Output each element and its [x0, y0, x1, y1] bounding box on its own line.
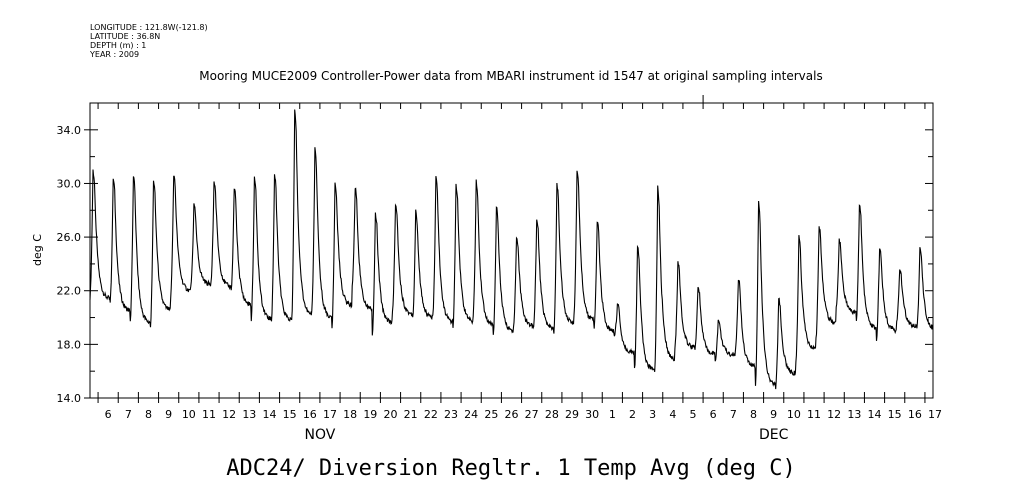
- x-tick-label: 16: [303, 408, 317, 421]
- x-tick-label: 14: [262, 408, 276, 421]
- depth-label: DEPTH (m) : 1: [90, 41, 146, 50]
- x-tick-label: 9: [165, 408, 172, 421]
- x-tick-label: 8: [750, 408, 757, 421]
- x-tick-label: 12: [827, 408, 841, 421]
- x-tick-label: 4: [669, 408, 676, 421]
- x-tick-label: 6: [710, 408, 717, 421]
- x-tick-label: 20: [383, 408, 397, 421]
- x-tick-label: 18: [343, 408, 357, 421]
- chart-title: Mooring MUCE2009 Controller-Power data f…: [199, 69, 822, 83]
- x-tick-label: 9: [770, 408, 777, 421]
- y-tick-label: 18.0: [57, 338, 82, 351]
- y-tick-label: 14.0: [57, 392, 82, 405]
- x-tick-label: 7: [730, 408, 737, 421]
- x-tick-label: 26: [505, 408, 519, 421]
- x-tick-label: 7: [125, 408, 132, 421]
- x-tick-label: 16: [908, 408, 922, 421]
- x-tick-label: 5: [690, 408, 697, 421]
- x-tick-label: 15: [888, 408, 902, 421]
- year-label: YEAR : 2009: [89, 50, 139, 59]
- x-tick-label: 1: [609, 408, 616, 421]
- x-tick-label: 12: [222, 408, 236, 421]
- month-label: NOV: [304, 427, 335, 443]
- x-tick-label: 17: [928, 408, 942, 421]
- x-tick-label: 10: [182, 408, 196, 421]
- x-tick-label: 19: [363, 408, 377, 421]
- x-tick-label: 13: [242, 408, 256, 421]
- x-tick-label: 10: [787, 408, 801, 421]
- y-axis-label: deg C: [31, 234, 44, 266]
- latitude-label: LATITUDE : 36.8N: [90, 32, 160, 41]
- x-tick-label: 14: [868, 408, 882, 421]
- x-tick-label: 30: [585, 408, 599, 421]
- x-tick-label: 25: [484, 408, 498, 421]
- month-labels: NOV DEC: [304, 427, 788, 443]
- x-tick-label: 23: [444, 408, 458, 421]
- x-tick-label: 6: [105, 408, 112, 421]
- x-tick-label: 21: [404, 408, 418, 421]
- y-tick-label: 30.0: [57, 177, 82, 190]
- y-tick-label: 22.0: [57, 285, 82, 298]
- y-axis: 14.0 18.0 22.0 26.0 30.0 34.0: [57, 102, 933, 405]
- y-tick-label: 26.0: [57, 231, 82, 244]
- x-tick-label: 28: [545, 408, 559, 421]
- plot-frame: [89, 102, 934, 399]
- x-tick-label: 11: [807, 408, 821, 421]
- x-tick-label: 11: [202, 408, 216, 421]
- y-tick-label: 34.0: [57, 124, 82, 137]
- longitude-label: LONGITUDE : 121.8W(-121.8): [90, 23, 208, 32]
- x-axis: 6 7 8 9 10 11 12 13 14 15 16 17 18 19 20 21 22 23 24 25 26 27…: [97, 95, 942, 421]
- x-tick-label: 22: [424, 408, 438, 421]
- x-tick-label: 15: [283, 408, 297, 421]
- series-line: [89, 109, 934, 390]
- x-tick-label: 2: [629, 408, 636, 421]
- x-tick-label: 27: [525, 408, 539, 421]
- x-tick-label: 8: [145, 408, 152, 421]
- month-label: DEC: [759, 427, 789, 443]
- x-tick-label: 17: [323, 408, 337, 421]
- x-tick-label: 3: [649, 408, 656, 421]
- x-tick-label: 13: [847, 408, 861, 421]
- x-tick-label: 29: [565, 408, 579, 421]
- chart-caption: ADC24/ Diversion Regltr. 1 Temp Avg (deg…: [226, 456, 796, 481]
- x-tick-label: 24: [464, 408, 478, 421]
